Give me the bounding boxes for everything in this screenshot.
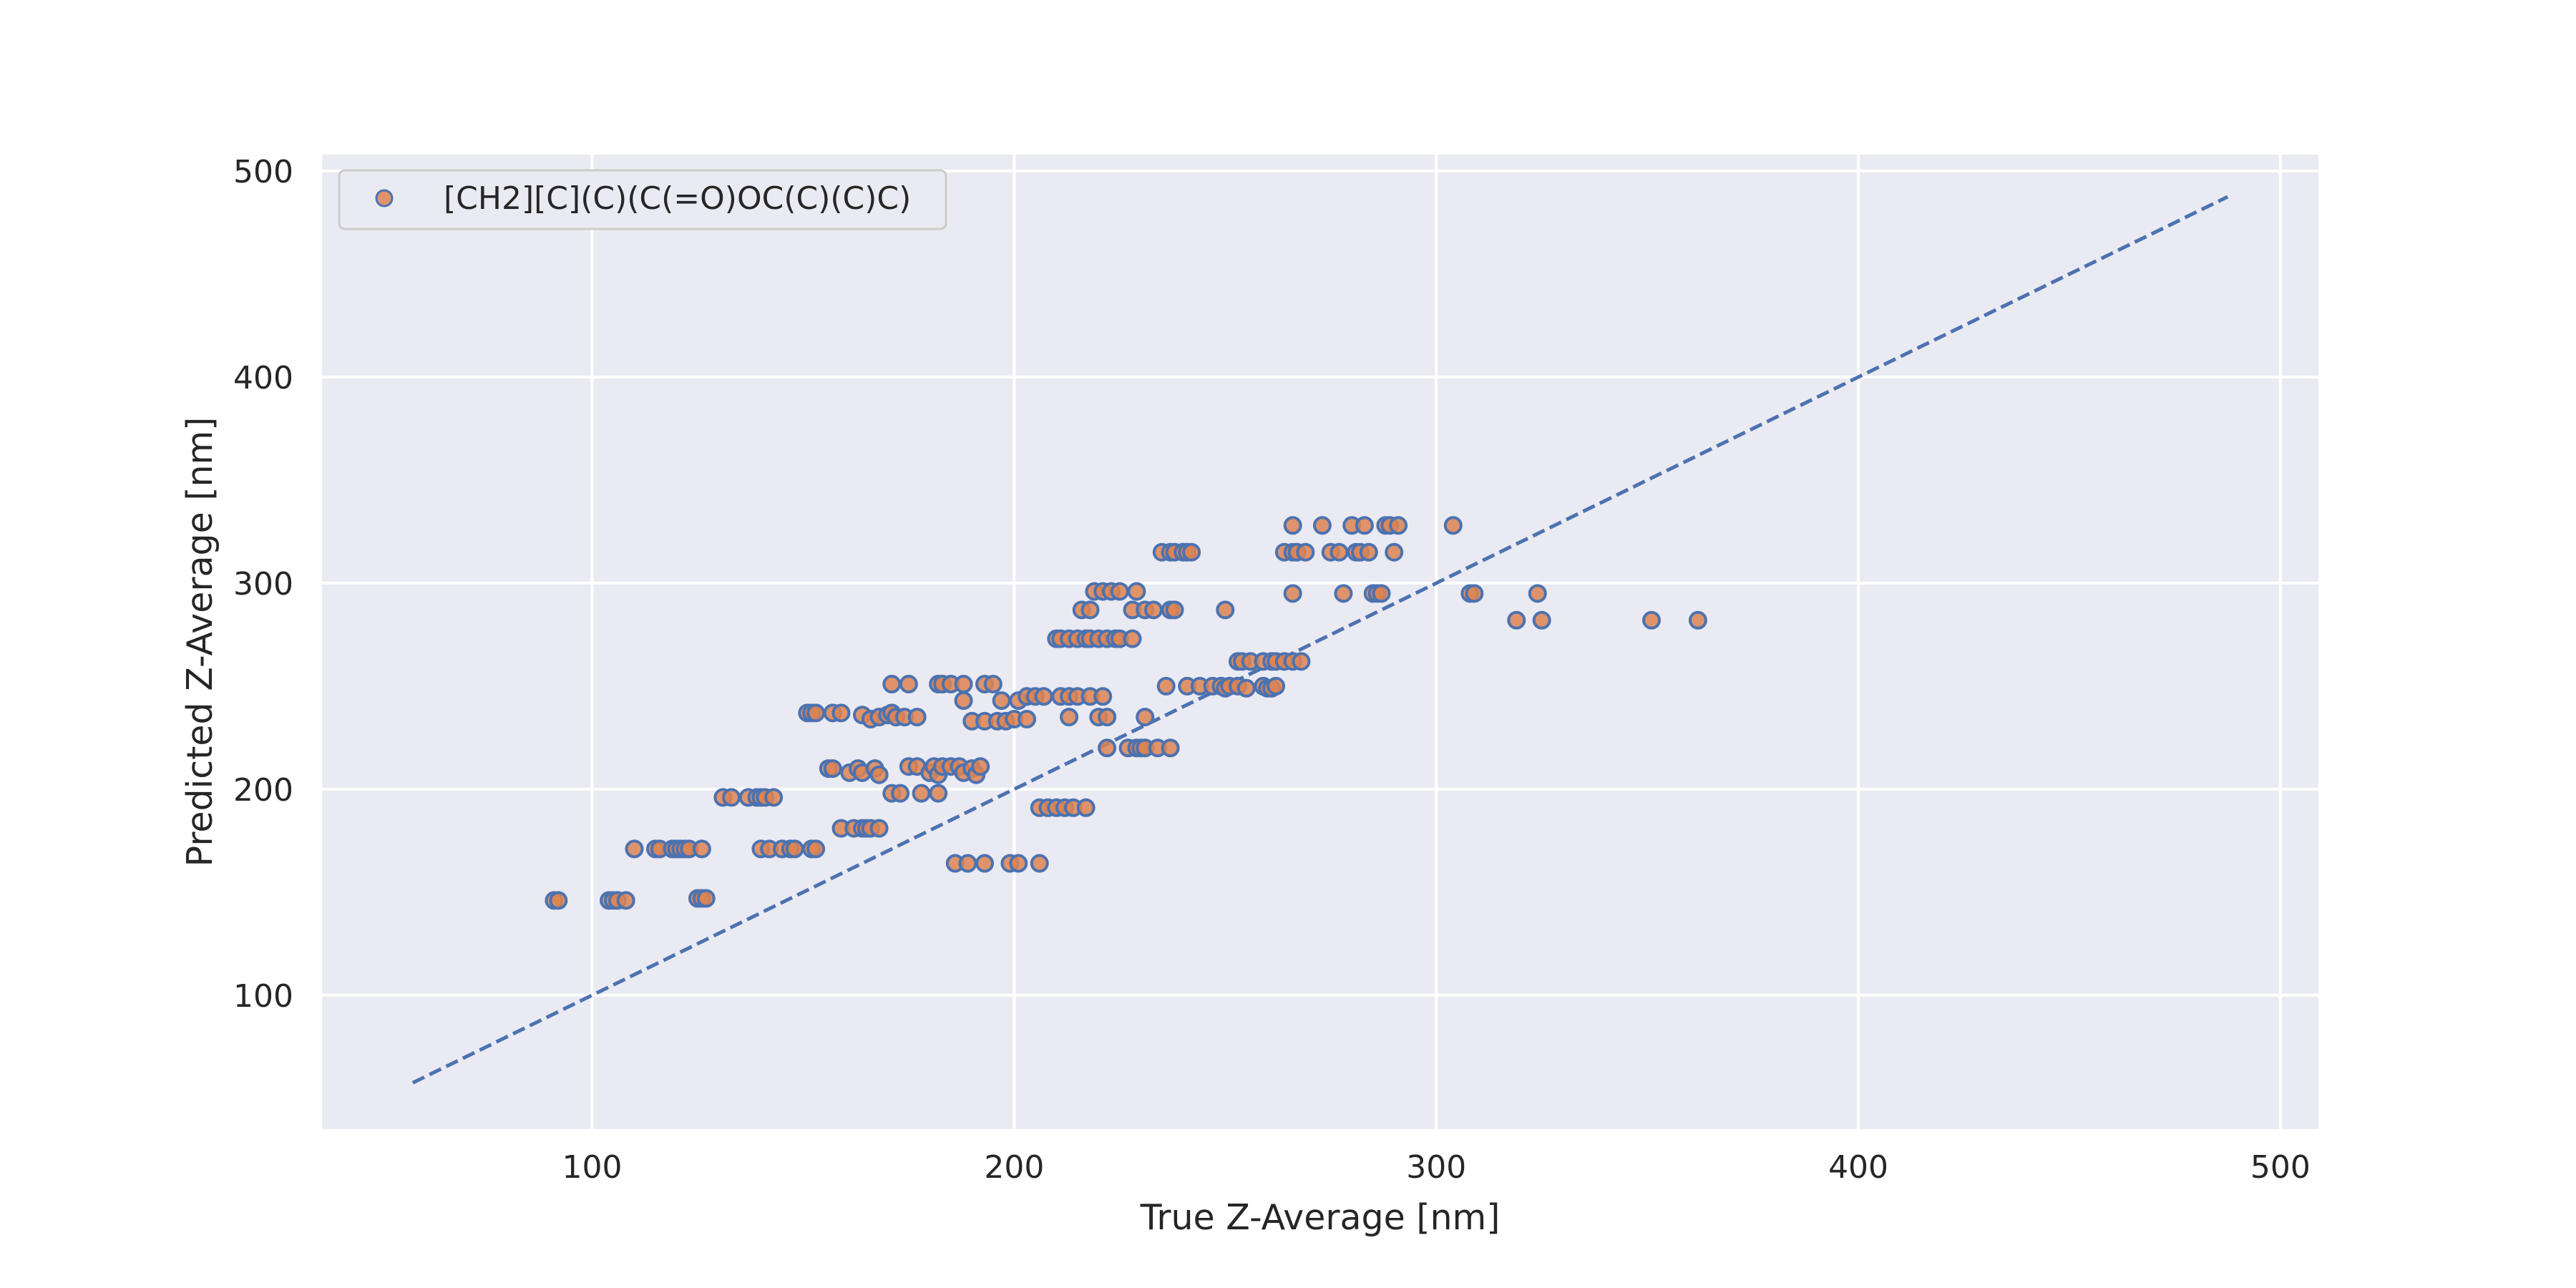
data-point [983, 675, 1002, 694]
data-point [1443, 516, 1463, 535]
data-point [971, 757, 990, 776]
x-gridlines [590, 155, 2282, 1129]
data-point [1060, 708, 1079, 727]
x-axis-label: True Z-Average [nm] [1140, 1197, 1501, 1238]
x-tick-label: 400 [1828, 1149, 1888, 1186]
data-point [1098, 738, 1117, 758]
data-point [1136, 708, 1155, 727]
data-point [1127, 582, 1146, 601]
data-point [785, 839, 804, 859]
plot-background [322, 155, 2318, 1129]
data-point [1080, 600, 1100, 620]
y-tick-label: 400 [233, 360, 293, 396]
data-point [1283, 584, 1302, 603]
data-point [1076, 798, 1096, 817]
data-point [722, 788, 741, 807]
data-point [1093, 687, 1113, 706]
data-point [692, 839, 711, 859]
x-tick-labels: 100 200 300 400 500 [562, 1149, 2311, 1186]
data-point [1355, 516, 1374, 535]
y-axis-label: Predicted Z-Average [nm] [180, 417, 220, 867]
data-point [954, 691, 973, 711]
y-tick-label: 300 [233, 566, 293, 602]
data-point [823, 759, 842, 779]
data-point [907, 708, 927, 727]
data-point [1161, 738, 1180, 758]
data-point [1389, 516, 1408, 535]
data-point [1110, 582, 1129, 601]
data-point [1507, 610, 1526, 630]
data-point [1030, 854, 1049, 873]
data-point [891, 784, 910, 803]
data-point [1144, 600, 1163, 620]
data-point [1330, 542, 1349, 562]
data-point [1165, 600, 1184, 620]
data-point [954, 675, 973, 694]
y-tick-label: 100 [233, 978, 293, 1015]
legend-label: [CH2][C](C)(C(=O)OC(C)(C)C) [444, 180, 911, 217]
reference-line [411, 195, 2229, 1085]
data-point [1283, 516, 1302, 535]
data-point [1296, 542, 1315, 562]
data-point [764, 788, 784, 807]
data-point [831, 703, 851, 723]
data-point [1123, 629, 1142, 648]
x-tick-label: 100 [562, 1149, 623, 1186]
data-point [1009, 854, 1028, 873]
data-point [899, 675, 918, 694]
data-point [1334, 584, 1353, 603]
data-point [1292, 652, 1311, 671]
data-point [1385, 542, 1404, 562]
data-point [806, 703, 826, 723]
data-point [1532, 610, 1551, 630]
data-point [975, 854, 995, 873]
data-point [958, 854, 977, 873]
x-tick-label: 500 [2250, 1149, 2311, 1186]
data-point [1216, 600, 1235, 620]
legend-marker [375, 189, 394, 208]
data-point [1018, 709, 1037, 728]
legend-box [338, 169, 947, 230]
data-point [1465, 584, 1484, 603]
y-tick-label: 500 [233, 154, 293, 190]
data-point [806, 839, 826, 859]
data-point [1528, 584, 1547, 603]
data-point [869, 819, 889, 838]
data-point [992, 691, 1011, 711]
data-point [869, 765, 889, 784]
data-point [882, 675, 902, 694]
data-point [1236, 678, 1256, 698]
data-point [1688, 610, 1707, 630]
data-point [625, 839, 644, 859]
y-tick-labels: 100 200 300 400 500 [233, 154, 293, 1015]
data-point [549, 891, 568, 910]
data-point [1267, 676, 1286, 696]
data-point [912, 784, 931, 803]
x-tick-label: 200 [984, 1149, 1044, 1186]
data-point [1156, 676, 1176, 696]
data-point [1034, 687, 1053, 706]
data-point [929, 784, 948, 803]
data-point [1359, 542, 1378, 562]
data-point [1098, 708, 1117, 727]
data-point [616, 891, 635, 910]
data-point [696, 889, 716, 908]
data-point [1312, 516, 1332, 535]
data-point [1182, 542, 1201, 562]
data-point [1372, 584, 1391, 603]
x-tick-label: 300 [1406, 1149, 1466, 1186]
legend: [CH2][C](C)(C(=O)OC(C)(C)C) [338, 169, 947, 230]
reference-line-group [411, 195, 2229, 1085]
y-tick-label: 200 [233, 772, 293, 809]
data-points [545, 516, 1707, 910]
data-point [1642, 610, 1662, 630]
